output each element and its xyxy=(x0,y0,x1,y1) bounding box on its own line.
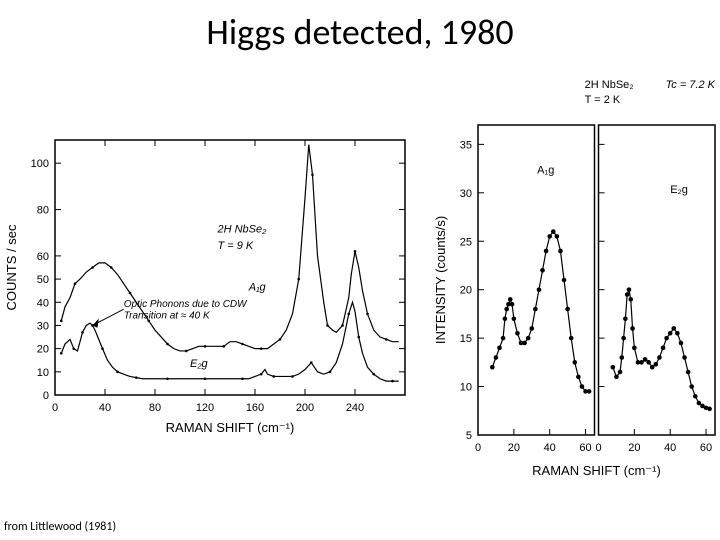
svg-text:20: 20 xyxy=(460,285,472,297)
svg-text:INTENSITY (counts/s): INTENSITY (counts/s) xyxy=(433,216,448,344)
svg-text:0: 0 xyxy=(595,442,601,454)
svg-text:120: 120 xyxy=(196,402,214,414)
svg-text:30: 30 xyxy=(460,188,472,200)
svg-text:20: 20 xyxy=(508,442,520,454)
svg-text:40: 40 xyxy=(664,442,676,454)
svg-text:80: 80 xyxy=(149,402,161,414)
svg-text:240: 240 xyxy=(346,402,364,414)
svg-text:25: 25 xyxy=(460,236,472,248)
svg-text:0: 0 xyxy=(52,402,58,414)
svg-text:60: 60 xyxy=(700,442,712,454)
right-chart: 2H NbSe₂ T = 2 K Tc = 7.2 K 5 10 15 20 25 30 35 0 0… xyxy=(430,70,720,490)
svg-text:50: 50 xyxy=(37,274,49,286)
svg-text:A₁g: A₁g xyxy=(537,164,554,176)
svg-text:20: 20 xyxy=(628,442,640,454)
svg-text:RAMAN SHIFT (cm⁻¹): RAMAN SHIFT (cm⁻¹) xyxy=(532,463,661,478)
svg-text:0: 0 xyxy=(43,390,49,402)
svg-text:A₁g: A₁g xyxy=(248,282,267,294)
svg-text:35: 35 xyxy=(460,139,472,151)
svg-text:COUNTS / sec: COUNTS / sec xyxy=(4,224,19,310)
svg-text:0: 0 xyxy=(475,442,481,454)
svg-text:100: 100 xyxy=(31,158,49,170)
svg-text:2H NbSe₂: 2H NbSe₂ xyxy=(585,79,634,91)
svg-text:E₂g: E₂g xyxy=(190,358,209,370)
svg-text:10: 10 xyxy=(460,382,472,394)
svg-text:5: 5 xyxy=(466,430,472,442)
svg-text:Optic Phonons due to CDW: Optic Phonons due to CDW xyxy=(124,299,248,310)
svg-text:60: 60 xyxy=(37,251,49,263)
svg-text:15: 15 xyxy=(460,333,472,345)
svg-text:80: 80 xyxy=(37,205,49,217)
svg-text:40: 40 xyxy=(37,297,49,309)
svg-text:T = 2 K: T = 2 K xyxy=(585,94,621,106)
svg-text:160: 160 xyxy=(246,402,264,414)
slide-title: Higgs detected, 1980 xyxy=(0,10,720,54)
svg-text:40: 40 xyxy=(544,442,556,454)
left-chart: 0 40 80 120 160 200 240 0 10 20 30 40 50 60 80 100 RAMAN… xyxy=(0,130,415,440)
svg-text:E₂g: E₂g xyxy=(670,184,688,196)
svg-text:10: 10 xyxy=(37,367,49,379)
svg-text:Transition at ≈ 40 K: Transition at ≈ 40 K xyxy=(124,311,211,322)
svg-text:200: 200 xyxy=(296,402,314,414)
svg-text:40: 40 xyxy=(99,402,111,414)
svg-text:60: 60 xyxy=(579,442,591,454)
svg-text:2H NbSe₂: 2H NbSe₂ xyxy=(217,224,268,236)
svg-text:30: 30 xyxy=(37,320,49,332)
svg-text:T = 9 K: T = 9 K xyxy=(218,240,254,252)
svg-text:RAMAN SHIFT (cm⁻¹): RAMAN SHIFT (cm⁻¹) xyxy=(166,420,295,435)
svg-text:20: 20 xyxy=(37,344,49,356)
svg-text:Tc = 7.2 K: Tc = 7.2 K xyxy=(666,79,716,91)
citation-text: from Littlewood (1981) xyxy=(4,520,116,534)
